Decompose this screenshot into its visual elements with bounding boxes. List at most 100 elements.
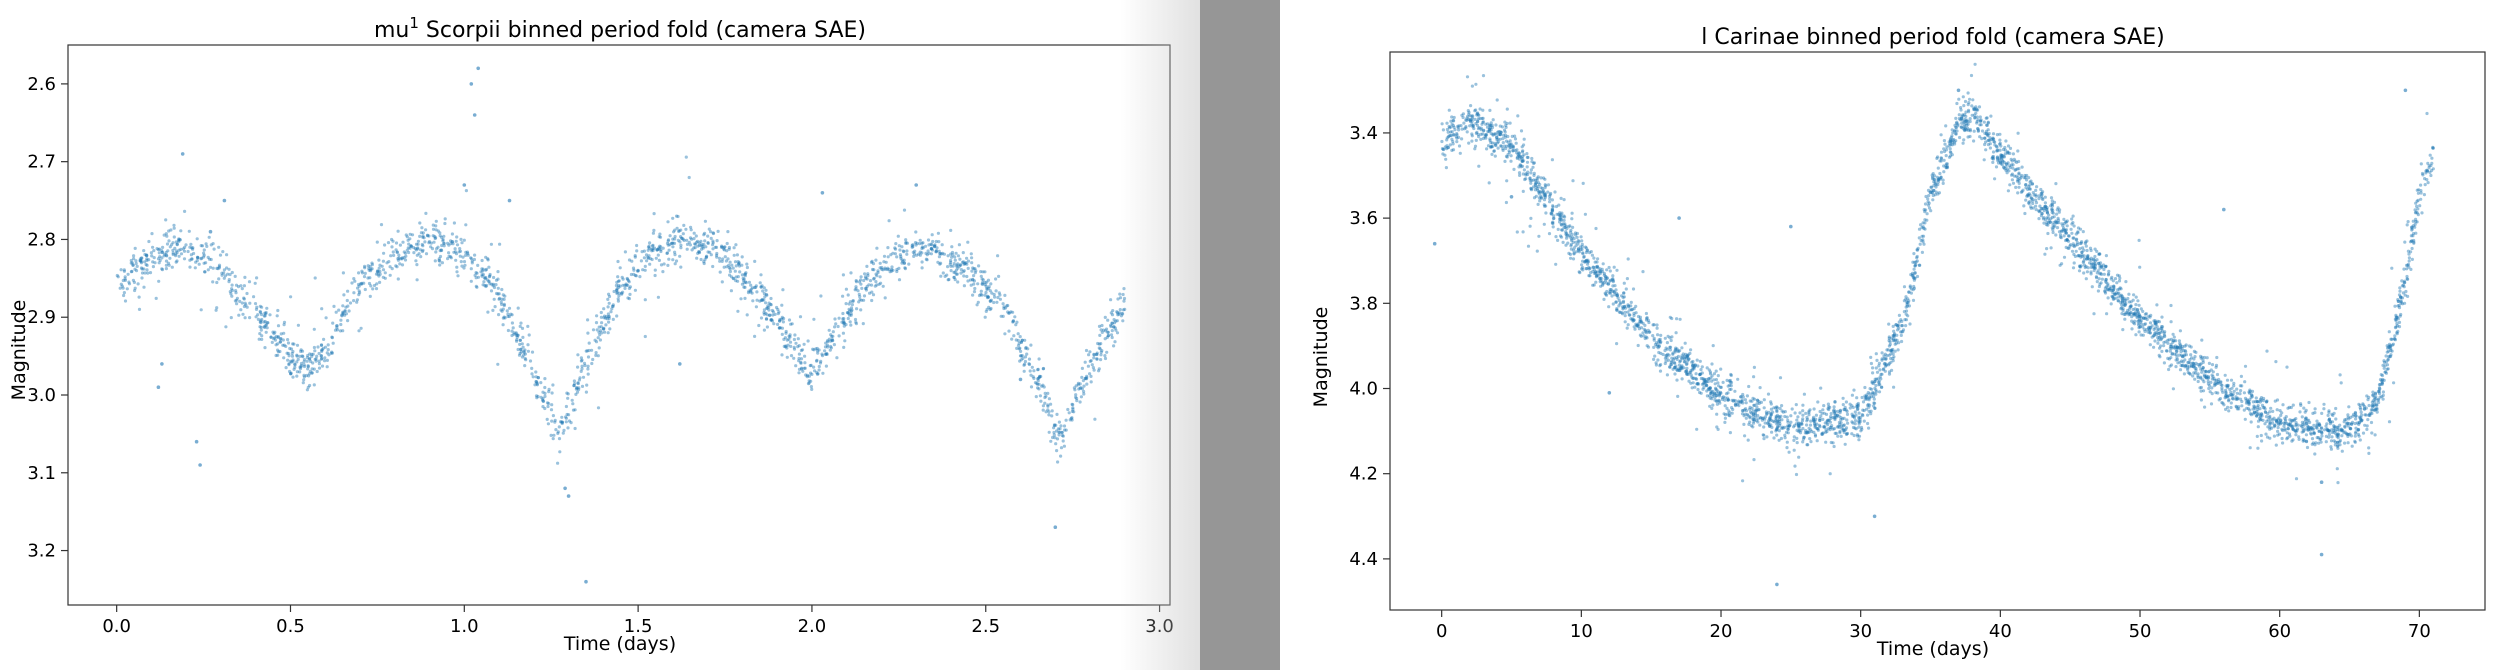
data-point <box>831 330 835 334</box>
data-point <box>1111 309 1115 313</box>
data-point <box>2064 238 2068 243</box>
data-point <box>1712 392 1716 396</box>
data-point <box>2336 446 2340 450</box>
data-point <box>1501 148 1505 152</box>
data-point <box>2095 249 2099 253</box>
data-point <box>736 309 740 313</box>
data-point <box>1047 397 1051 401</box>
data-point <box>1873 406 1877 410</box>
data-point <box>1865 393 1869 397</box>
data-point <box>153 261 157 265</box>
data-point <box>1615 308 1619 312</box>
data-point <box>1905 300 1909 304</box>
data-point <box>1567 251 1571 255</box>
data-point <box>130 261 134 265</box>
data-point <box>265 321 269 325</box>
data-point <box>526 349 531 353</box>
data-point <box>1965 123 1969 127</box>
data-point <box>514 331 518 335</box>
data-point <box>1646 318 1650 322</box>
data-point <box>1945 162 1949 166</box>
data-point <box>1973 107 1977 111</box>
data-point <box>2304 427 2308 431</box>
data-point <box>678 362 682 366</box>
data-point <box>310 354 314 358</box>
data-point <box>706 234 710 238</box>
data-point <box>1455 136 1459 140</box>
data-point <box>2090 262 2094 266</box>
data-point <box>2199 376 2203 380</box>
data-point <box>2086 266 2090 270</box>
data-point <box>617 294 621 298</box>
data-point <box>595 314 599 318</box>
data-point <box>854 287 858 291</box>
data-point <box>158 255 162 259</box>
data-point <box>220 271 224 275</box>
data-point <box>378 272 382 276</box>
data-point <box>1533 182 1537 186</box>
data-point <box>2056 206 2060 210</box>
data-point <box>785 338 789 342</box>
data-point <box>287 363 291 367</box>
data-point <box>1845 409 1849 413</box>
data-point <box>556 431 560 435</box>
data-point <box>1073 388 1077 392</box>
data-point <box>1081 379 1085 383</box>
data-point <box>1965 128 1969 132</box>
data-point <box>286 338 290 342</box>
data-point <box>764 317 769 321</box>
data-point <box>903 267 908 271</box>
data-point <box>864 286 868 290</box>
data-point <box>2221 401 2225 405</box>
data-point <box>2225 384 2230 388</box>
data-point <box>682 223 686 227</box>
data-point <box>242 284 246 288</box>
data-point <box>905 249 909 253</box>
data-point <box>1611 280 1615 284</box>
data-point <box>571 402 575 406</box>
data-point <box>149 251 153 255</box>
data-point <box>1658 339 1662 343</box>
data-point <box>290 354 295 358</box>
data-point <box>1825 421 1829 425</box>
data-point <box>2250 395 2254 399</box>
data-point <box>1739 395 1743 399</box>
data-point <box>1685 354 1689 358</box>
data-point <box>175 242 179 246</box>
data-point <box>1460 127 1464 131</box>
data-point <box>2345 432 2349 436</box>
data-point <box>726 257 730 261</box>
data-point <box>665 251 669 255</box>
data-point <box>515 338 519 342</box>
data-point <box>715 251 719 256</box>
data-point <box>2329 420 2333 424</box>
data-point <box>516 306 520 310</box>
data-point <box>2265 419 2269 423</box>
data-point <box>896 234 900 238</box>
data-point <box>1728 378 1732 383</box>
data-point <box>496 292 500 296</box>
data-point <box>1097 324 1102 328</box>
data-point <box>2354 417 2358 421</box>
data-point <box>2006 151 2010 155</box>
data-point <box>474 276 478 280</box>
data-point <box>768 313 772 317</box>
data-point <box>1872 391 1876 395</box>
data-point <box>1603 291 1607 295</box>
data-point <box>1675 317 1679 321</box>
data-point <box>2124 311 2128 315</box>
data-point <box>2367 403 2371 408</box>
data-point <box>1939 150 1944 154</box>
data-point <box>2058 235 2063 239</box>
data-point <box>1704 380 1708 384</box>
data-point <box>2013 168 2017 172</box>
data-point <box>1611 278 1615 283</box>
data-point <box>780 332 784 336</box>
data-point <box>926 238 931 242</box>
data-point <box>1458 151 1462 155</box>
data-point <box>972 290 977 294</box>
data-point <box>749 287 753 291</box>
data-point <box>579 356 584 360</box>
data-point <box>1769 413 1773 417</box>
data-point <box>1986 133 1990 137</box>
